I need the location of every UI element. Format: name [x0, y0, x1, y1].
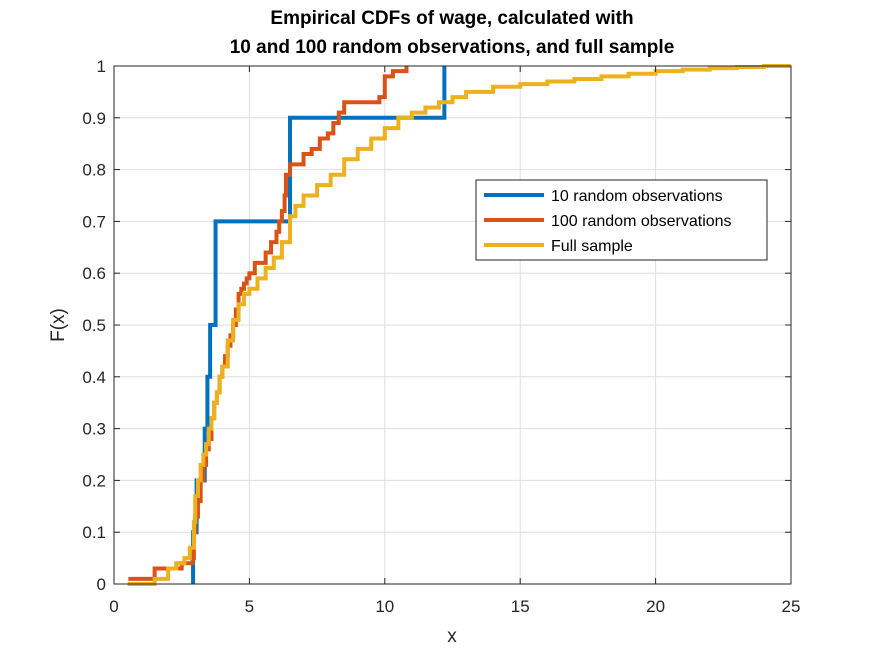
series-full-sample-line — [127, 64, 791, 586]
chart-title-line1: Empirical CDFs of wage, calculated with — [270, 8, 633, 29]
y-tick-label: 0.4 — [82, 368, 106, 387]
x-tick-label: 25 — [782, 597, 801, 616]
y-tick-label: 0.9 — [82, 109, 106, 128]
y-tick-label: 0.6 — [82, 264, 106, 283]
ticks: 0 5 10 15 20 25 0 0.1 0.2 0.3 0.4 0.5 0.6 0.7 0.8 0.9 1 — [82, 57, 800, 616]
y-tick-label: 0.3 — [82, 420, 106, 439]
y-tick-label: 1 — [97, 57, 106, 76]
series-100-random-line — [128, 66, 409, 581]
x-axis-label: x — [447, 626, 457, 647]
legend-label-10-random: 10 random observations — [551, 188, 723, 205]
y-tick-label: 0.7 — [82, 212, 106, 231]
grid — [114, 66, 791, 584]
y-tick-label: 0 — [97, 575, 106, 594]
legend: 10 random observations 100 random observ… — [475, 179, 768, 261]
x-tick-label: 5 — [245, 597, 254, 616]
y-tick-label: 0.1 — [82, 523, 106, 542]
chart-title-line2: 10 and 100 random observations, and full… — [230, 37, 675, 58]
y-axis-label: F(x) — [48, 308, 69, 342]
x-tick-label: 15 — [511, 597, 530, 616]
x-tick-label: 10 — [375, 597, 394, 616]
y-tick-label: 0.2 — [82, 471, 106, 490]
legend-label-full-sample: Full sample — [551, 238, 633, 255]
y-tick-label: 0.8 — [82, 161, 106, 180]
series-layer — [127, 64, 791, 586]
x-tick-label: 0 — [109, 597, 118, 616]
legend-label-100-random: 100 random observations — [551, 213, 732, 230]
y-tick-label: 0.5 — [82, 316, 106, 335]
x-tick-label: 20 — [646, 597, 665, 616]
